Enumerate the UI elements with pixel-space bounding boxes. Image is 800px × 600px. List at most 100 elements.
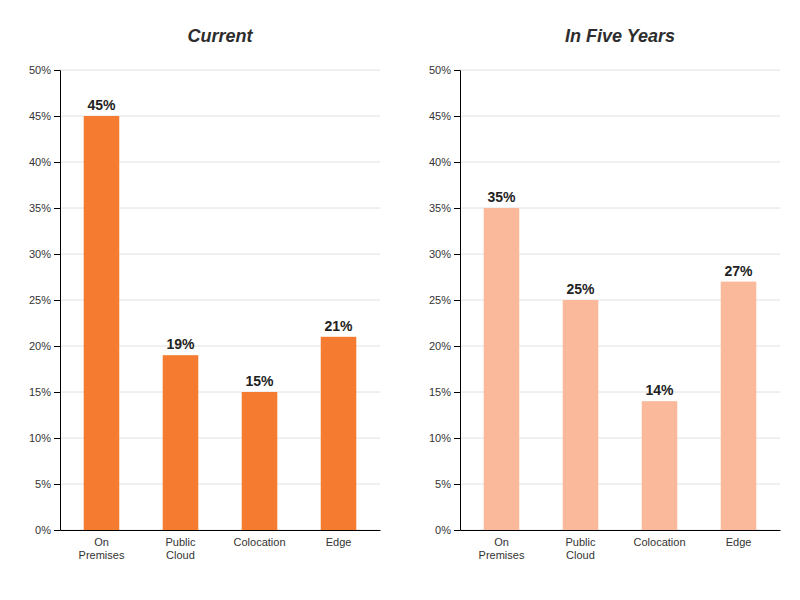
tick-mark — [54, 484, 60, 485]
tick-label: 45% — [429, 110, 451, 122]
tick-label-line: On — [494, 536, 509, 548]
tick: 0% — [35, 524, 60, 536]
data-label: 15% — [245, 373, 274, 389]
tick-label-line: Public — [566, 536, 596, 548]
tick-label: 10% — [29, 432, 51, 444]
tick-label-line: Premises — [79, 549, 125, 561]
tick-label: 40% — [29, 156, 51, 168]
tick: 0% — [435, 524, 460, 536]
tick-label: Colocation — [634, 536, 686, 548]
tick-mark — [454, 254, 460, 255]
tick: PublicCloud — [166, 530, 196, 561]
tick: 50% — [29, 64, 60, 76]
axis-line — [461, 530, 781, 531]
tick: 20% — [429, 340, 460, 352]
bar — [242, 392, 278, 530]
x-axis: OnPremises PublicCloud Colocation Edge — [461, 530, 781, 561]
tick-label-line: Colocation — [234, 536, 286, 548]
chart-title: Current — [187, 26, 253, 46]
tick: 40% — [429, 156, 460, 168]
tick: 5% — [435, 478, 460, 490]
tick-mark — [454, 530, 460, 531]
y-axis: 0% 5% 10% 15% 20% 25% 30% 35% 40% 45% 50% — [429, 64, 461, 536]
tick-label: 0% — [35, 524, 51, 536]
tick-label: OnPremises — [479, 536, 525, 561]
tick: 40% — [29, 156, 60, 168]
tick-mark — [454, 162, 460, 163]
bars — [484, 208, 757, 530]
tick-label: 25% — [429, 294, 451, 306]
tick: 25% — [429, 294, 460, 306]
tick-label: Edge — [326, 536, 352, 548]
tick: 15% — [429, 386, 460, 398]
tick-mark — [54, 392, 60, 393]
tick-label-line: Public — [166, 536, 196, 548]
tick: OnPremises — [79, 530, 125, 561]
tick: Colocation — [234, 530, 286, 548]
tick-label-line: Cloud — [566, 549, 595, 561]
panel: Current45%19%15%21%0%5%10%15%20%25%30%35… — [29, 26, 381, 561]
grid — [60, 70, 380, 530]
tick-mark — [454, 208, 460, 209]
tick-label: OnPremises — [79, 536, 125, 561]
axis-line — [454, 71, 461, 531]
tick-label: 35% — [29, 202, 51, 214]
tick-label: 0% — [435, 524, 451, 536]
tick-label: 45% — [29, 110, 51, 122]
bar — [84, 116, 120, 530]
tick-mark — [54, 162, 60, 163]
axis-line — [61, 530, 381, 531]
data-label: 19% — [166, 336, 195, 352]
data-labels: 35%25%14%27% — [487, 189, 753, 398]
tick-label-line: On — [94, 536, 109, 548]
tick-mark — [54, 300, 60, 301]
tick-label: 30% — [429, 248, 451, 260]
tick-label: Colocation — [234, 536, 286, 548]
tick-label: PublicCloud — [566, 536, 596, 561]
x-axis: OnPremises PublicCloud Colocation Edge — [61, 530, 381, 561]
tick-label: 50% — [429, 64, 451, 76]
bar — [642, 401, 678, 530]
tick-label: 40% — [429, 156, 451, 168]
tick-mark — [54, 254, 60, 255]
bar — [721, 282, 757, 530]
tick-label: 25% — [29, 294, 51, 306]
tick: 10% — [429, 432, 460, 444]
tick-mark — [54, 530, 60, 531]
chart-title: In Five Years — [565, 26, 675, 46]
tick-mark — [454, 300, 460, 301]
tick-mark — [54, 116, 60, 117]
tick-label: 20% — [429, 340, 451, 352]
tick: Edge — [326, 530, 352, 548]
tick-mark — [54, 208, 60, 209]
tick: Colocation — [634, 530, 686, 548]
tick-label-line: Cloud — [166, 549, 195, 561]
tick: PublicCloud — [566, 530, 596, 561]
grid-line — [60, 70, 380, 71]
tick: Edge — [726, 530, 752, 548]
tick-label-line: Edge — [726, 536, 752, 548]
tick: 50% — [429, 64, 460, 76]
bar — [321, 337, 357, 530]
tick-mark — [454, 392, 460, 393]
tick-mark — [454, 484, 460, 485]
tick-mark — [454, 346, 460, 347]
tick-label: 35% — [429, 202, 451, 214]
tick: 35% — [429, 202, 460, 214]
tick-label: 10% — [429, 432, 451, 444]
tick-mark — [454, 438, 460, 439]
data-label: 14% — [645, 382, 674, 398]
tick-label-line: Premises — [479, 549, 525, 561]
data-label: 21% — [325, 318, 354, 334]
tick-mark — [54, 438, 60, 439]
tick-label: Edge — [726, 536, 752, 548]
data-label: 27% — [725, 263, 754, 279]
bar — [163, 355, 199, 530]
bar — [563, 300, 599, 530]
tick: 35% — [29, 202, 60, 214]
data-label: 25% — [566, 281, 595, 297]
tick: 25% — [29, 294, 60, 306]
tick: 30% — [429, 248, 460, 260]
tick: 15% — [29, 386, 60, 398]
tick-mark — [54, 70, 60, 71]
